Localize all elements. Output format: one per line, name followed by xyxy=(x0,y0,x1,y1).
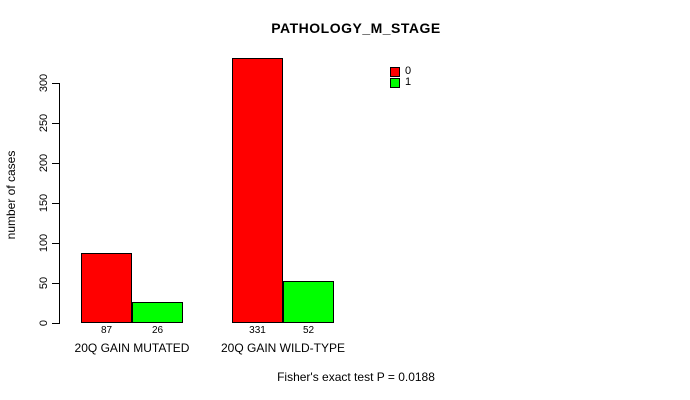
bar-value-label: 331 xyxy=(249,325,266,336)
legend-item: 1 xyxy=(390,77,411,88)
y-axis-tick xyxy=(52,203,59,204)
x-axis-category-label: 20Q GAIN WILD-TYPE xyxy=(220,341,346,355)
y-axis-tick-label: 100 xyxy=(38,233,50,253)
bar-series1-group0 xyxy=(132,302,183,323)
y-axis-tick xyxy=(52,323,59,324)
legend-label: 1 xyxy=(405,76,412,88)
y-axis-tick-label: 300 xyxy=(38,73,50,93)
y-axis-tick-label: 200 xyxy=(38,153,50,173)
y-axis-tick-label: 150 xyxy=(38,193,50,213)
y-axis-tick xyxy=(52,123,59,124)
y-axis-label: number of cases xyxy=(4,150,18,240)
legend-swatch xyxy=(390,66,400,77)
bar-value-label: 87 xyxy=(100,325,113,336)
y-axis-tick xyxy=(52,283,59,284)
x-axis-category-label: 20Q GAIN MUTATED xyxy=(74,341,190,355)
fisher-test-annotation: Fisher's exact test P = 0.0188 xyxy=(277,370,435,384)
bar-series1-group1 xyxy=(283,281,334,323)
y-axis-tick-label: 50 xyxy=(38,276,50,290)
legend-item: 0 xyxy=(390,66,411,77)
legend-swatch xyxy=(390,77,400,88)
y-axis-tick xyxy=(52,83,59,84)
y-axis-tick-label: 0 xyxy=(38,319,50,327)
chart-title: PATHOLOGY_M_STAGE xyxy=(271,20,441,36)
bar-series0-group1 xyxy=(232,58,283,323)
bar-value-label: 52 xyxy=(302,325,315,336)
bar-value-label: 26 xyxy=(151,325,164,336)
y-axis-line xyxy=(59,83,60,324)
y-axis-tick-label: 250 xyxy=(38,113,50,133)
legend-label: 0 xyxy=(405,65,412,77)
y-axis-tick xyxy=(52,163,59,164)
bar-series0-group0 xyxy=(81,253,132,323)
y-axis-tick xyxy=(52,243,59,244)
